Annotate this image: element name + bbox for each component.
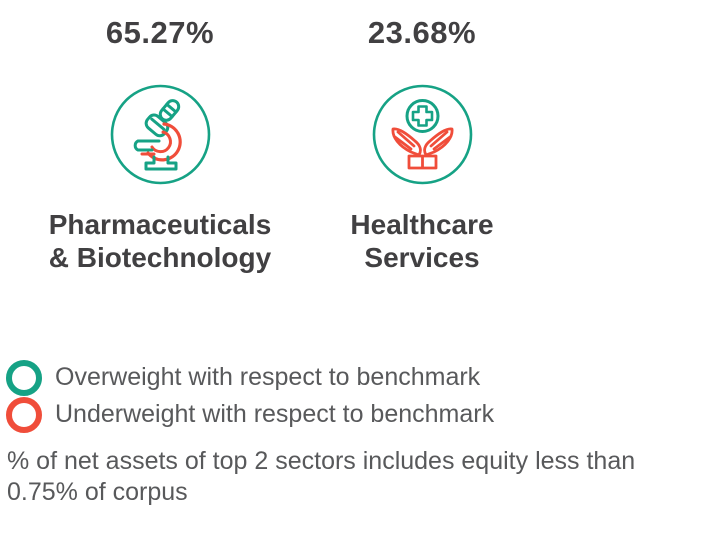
sector-value: 23.68% [367, 15, 477, 50]
sector-card-pharma-biotech: 65.27% [35, 0, 285, 274]
sector-label-line1: Pharmaceuticals [48, 209, 272, 240]
sector-card-healthcare-services: 23.68% [297, 0, 547, 274]
sector-label: Pharmaceuticals & Biotechnology [49, 208, 272, 274]
sector-value: 65.27% [105, 15, 215, 50]
legend-item-underweight: Underweight with respect to benchmark [6, 396, 494, 433]
overweight-ring-icon [6, 359, 42, 396]
sector-label-line2: & Biotechnology [48, 242, 272, 273]
legend: Overweight with respect to benchmark Und… [6, 359, 494, 433]
microscope-icon [109, 83, 212, 186]
underweight-ring-icon [6, 396, 42, 433]
hands-medical-cross-icon [371, 83, 474, 186]
footnote: % of net assets of top 2 sectors include… [7, 447, 636, 506]
sector-label-line2: Services [364, 242, 480, 273]
legend-label: Underweight with respect to benchmark [55, 400, 495, 428]
sector-label: Healthcare Services [350, 208, 493, 274]
sector-label-line1: Healthcare [350, 209, 494, 240]
legend-label: Overweight with respect to benchmark [55, 363, 481, 391]
legend-item-overweight: Overweight with respect to benchmark [6, 359, 494, 396]
